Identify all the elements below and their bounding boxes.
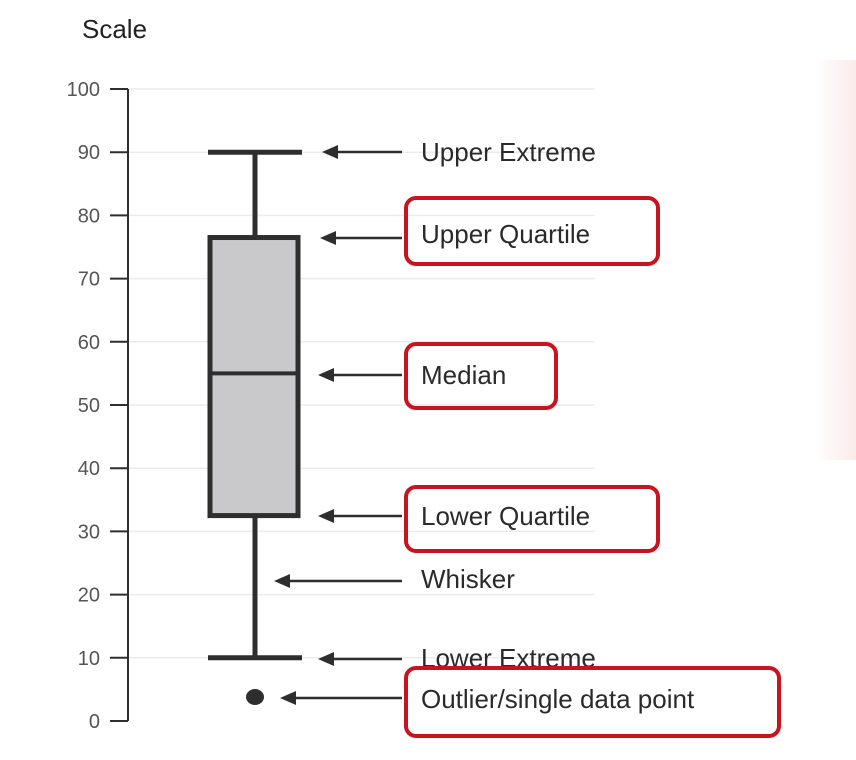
arrowhead-icon	[318, 652, 334, 666]
y-tick-label: 0	[89, 711, 100, 733]
y-tick-label: 60	[78, 332, 100, 354]
annotation-outlier: Outlier/single data point	[280, 666, 781, 738]
highlight-frame	[404, 485, 660, 553]
y-tick-label: 90	[78, 142, 100, 164]
highlight-frame	[404, 196, 660, 266]
y-tick-label: 80	[78, 205, 100, 227]
y-axis-title: Scale	[82, 14, 147, 44]
annotation-label: Lower Quartile	[421, 501, 590, 531]
arrowhead-icon	[320, 231, 336, 245]
annotation-label: Upper Extreme	[421, 137, 596, 167]
arrowhead-icon	[318, 509, 334, 523]
annotations: Upper Extreme Upper Quartile Median Lower Q…	[274, 137, 781, 738]
arrowhead-icon	[280, 691, 296, 705]
annotation-label: Upper Quartile	[421, 219, 590, 249]
annotation-upper-extreme: Upper Extreme	[322, 137, 596, 167]
y-tick-label: 100	[67, 79, 100, 101]
y-tick-label: 50	[78, 395, 100, 417]
y-tick-label: 10	[78, 648, 100, 670]
y-tick-label: 40	[78, 458, 100, 480]
annotation-label: Median	[421, 360, 506, 390]
annotation-label: Outlier/single data point	[421, 684, 695, 714]
annotation-whisker: Whisker	[274, 564, 515, 594]
annotation-label: Whisker	[421, 564, 515, 594]
annotation-lower-quartile: Lower Quartile	[318, 485, 660, 553]
grid-lines	[128, 88, 595, 659]
arrowhead-icon	[318, 368, 334, 382]
arrowhead-icon	[274, 574, 290, 588]
y-axis: 0 10 20 30 40 50 60 70 80 90 100	[67, 79, 129, 733]
y-tick-label: 30	[78, 521, 100, 543]
highlight-frame	[404, 342, 558, 410]
arrowhead-icon	[322, 145, 338, 159]
y-tick-label: 70	[78, 269, 100, 291]
y-tick-label: 20	[78, 585, 100, 607]
edge-glow	[816, 60, 856, 460]
highlight-frame	[404, 666, 781, 738]
box-and-whiskers	[207, 149, 302, 705]
outlier-point	[246, 688, 264, 705]
interquartile-box	[207, 235, 301, 519]
annotation-upper-quartile: Upper Quartile	[320, 196, 660, 266]
annotation-median: Median	[318, 342, 558, 410]
